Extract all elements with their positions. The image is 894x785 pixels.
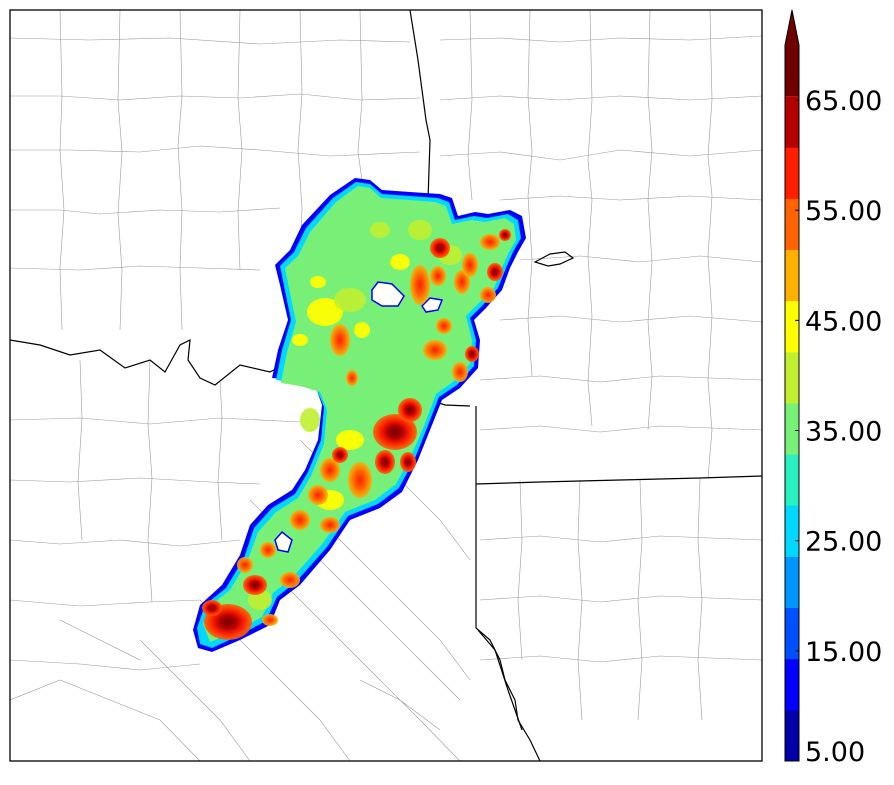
colorbar-segment — [785, 505, 799, 557]
echo-gap — [421, 297, 444, 313]
echo-cores-hot — [202, 229, 511, 640]
colorbar-segment — [785, 10, 799, 97]
colorbar-segment — [785, 198, 799, 251]
colorbar-segment — [785, 607, 799, 660]
colorbar-segment — [785, 454, 799, 506]
colorbar-segment — [785, 300, 799, 353]
echo-gap — [274, 530, 293, 553]
colorbar-segment — [785, 403, 799, 455]
map-frame — [9, 9, 763, 762]
colorbar-tick-labels: 5.00 15.00 25.00 35.00 45.00 55.00 65.00 — [805, 86, 882, 768]
colorbar-segment — [785, 658, 799, 711]
echo-cores-warm — [237, 234, 500, 626]
colorbar-tick-label: 5.00 — [805, 737, 865, 768]
colorbar-tick-label: 25.00 — [805, 527, 882, 558]
echo-gap — [371, 281, 405, 307]
county-boundaries — [10, 10, 762, 761]
colorbar-segment — [785, 351, 799, 404]
colorbar-outline — [784, 9, 800, 762]
colorbar-segment — [785, 147, 799, 199]
colorbar-tick-label: 55.00 — [805, 196, 882, 227]
map-panel — [10, 10, 762, 761]
colorbar-segment — [785, 556, 799, 609]
colorbar-tick-label: 45.00 — [805, 306, 882, 337]
colorbar-tick-label: 35.00 — [805, 417, 882, 448]
colorbar-tick-label: 65.00 — [805, 86, 882, 117]
colorbar: 5.00 15.00 25.00 35.00 45.00 55.00 65.00 — [784, 9, 882, 768]
colorbar-segment — [785, 709, 799, 762]
reflectivity-field — [193, 178, 526, 652]
echo-patches-mid — [292, 254, 410, 510]
colorbar-tick-label: 15.00 — [805, 637, 882, 668]
colorbar-segments — [785, 10, 799, 762]
colorbar-segment — [785, 96, 799, 148]
colorbar-segment — [785, 249, 799, 302]
